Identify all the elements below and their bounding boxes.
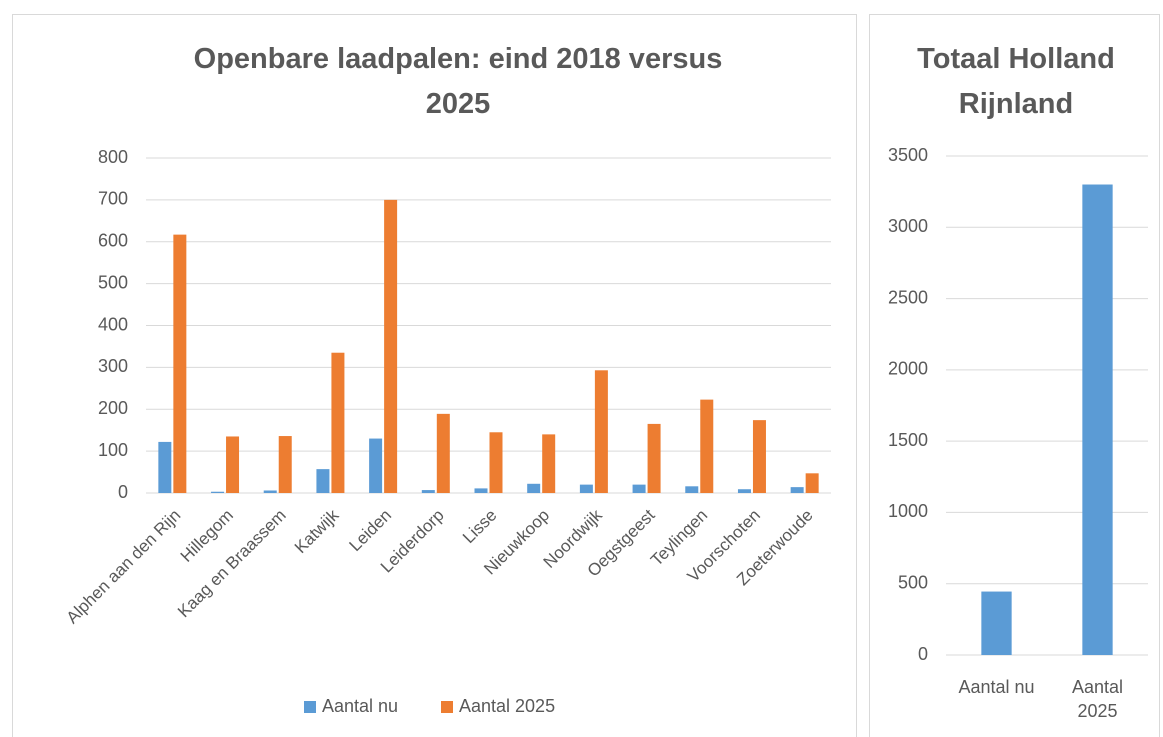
y-tick-label: 600 bbox=[98, 231, 128, 251]
y-tick-label: 0 bbox=[918, 644, 928, 664]
bar bbox=[647, 423, 661, 493]
x-tick-label: Alphen aan den Rijn bbox=[63, 506, 185, 628]
bar bbox=[700, 399, 714, 493]
y-tick-label: 2500 bbox=[888, 287, 928, 307]
bar bbox=[981, 591, 1012, 655]
x-tick-label: Lisse bbox=[459, 506, 500, 547]
y-tick-label: 300 bbox=[98, 356, 128, 376]
y-tick-label: 400 bbox=[98, 314, 128, 334]
bar bbox=[737, 489, 751, 493]
bar bbox=[632, 484, 646, 493]
bar bbox=[211, 491, 225, 493]
bar bbox=[173, 234, 187, 493]
bar bbox=[790, 487, 804, 493]
bar bbox=[158, 441, 172, 493]
y-tick-label: 700 bbox=[98, 189, 128, 209]
x-tick-label: Leiden bbox=[346, 506, 396, 556]
x-tick-label: Aantal nu bbox=[958, 677, 1035, 697]
x-tick-label: Aantal 2025 bbox=[1071, 677, 1124, 721]
chart: 0 100 200 300 400 500 600 700 800 Alphen aan den … bbox=[63, 147, 831, 716]
y-tick-label: 200 bbox=[98, 398, 128, 418]
bar bbox=[542, 434, 556, 493]
bar bbox=[474, 488, 488, 493]
bar bbox=[384, 199, 398, 493]
legend-label: Aantal nu bbox=[322, 696, 398, 716]
chart-title: Totaal Holland Rijnland bbox=[917, 43, 1115, 120]
y-tick-label: 0 bbox=[118, 482, 128, 502]
x-tick-label: Katwijk bbox=[291, 505, 343, 557]
bar bbox=[685, 486, 699, 493]
chart-title: Openbare laadpalen: eind 2018 versus 202… bbox=[193, 43, 723, 120]
legend-swatch bbox=[441, 701, 453, 713]
legend-label: Aantal 2025 bbox=[459, 696, 555, 716]
bar bbox=[263, 490, 277, 493]
bar bbox=[278, 436, 292, 493]
y-tick-label: 2000 bbox=[888, 359, 928, 379]
chart: 0 500 1000 1500 2000 2500 3000 3500 bbox=[888, 145, 1148, 664]
bar bbox=[579, 484, 593, 493]
bar bbox=[436, 413, 450, 493]
y-tick-label: 100 bbox=[98, 440, 128, 460]
bar bbox=[527, 483, 541, 493]
bar bbox=[805, 473, 819, 493]
bar bbox=[594, 370, 608, 493]
bar bbox=[489, 432, 503, 493]
bar bbox=[316, 469, 330, 493]
y-tick-label: 3500 bbox=[888, 145, 928, 165]
y-tick-label: 3000 bbox=[888, 216, 928, 236]
bar bbox=[331, 352, 345, 493]
legend-swatch bbox=[304, 701, 316, 713]
y-tick-label: 500 bbox=[898, 572, 928, 592]
y-tick-label: 500 bbox=[98, 272, 128, 292]
y-tick-label: 1500 bbox=[888, 430, 928, 450]
chart-panel: Totaal Holland Rijnland 0 500 1000 1500 2000… bbox=[869, 14, 1160, 737]
y-tick-label: 1000 bbox=[888, 501, 928, 521]
bar bbox=[369, 438, 383, 493]
y-tick-label: 800 bbox=[98, 147, 128, 167]
bar bbox=[421, 490, 435, 493]
bar bbox=[1082, 184, 1113, 655]
bar bbox=[226, 436, 240, 493]
chart-panel: Openbare laadpalen: eind 2018 versus 202… bbox=[12, 14, 857, 737]
bar bbox=[752, 420, 766, 493]
